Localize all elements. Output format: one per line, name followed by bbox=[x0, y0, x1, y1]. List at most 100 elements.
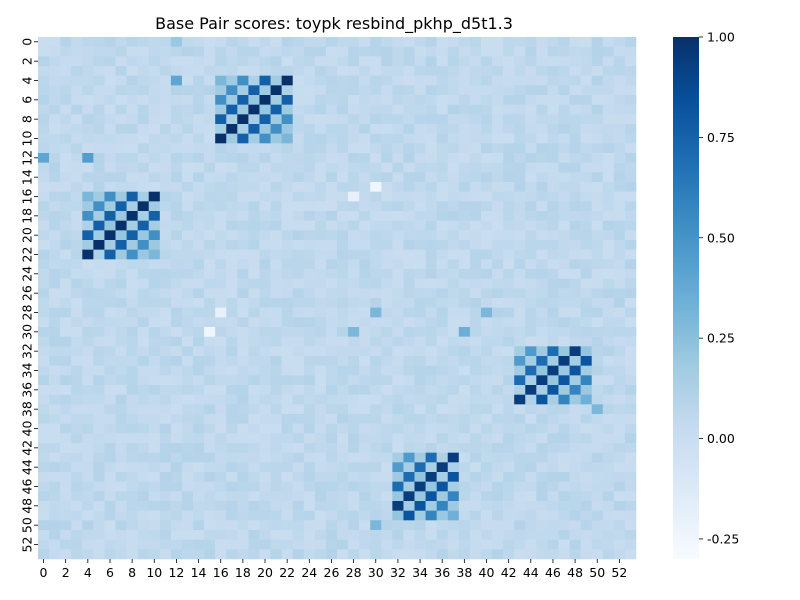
heatmap-cell bbox=[580, 172, 592, 183]
heatmap-cell bbox=[348, 230, 360, 241]
y-tick-label: 34 bbox=[20, 363, 35, 379]
heatmap-cell bbox=[270, 336, 282, 347]
heatmap-cell bbox=[514, 356, 526, 366]
heatmap-cell bbox=[159, 472, 172, 482]
heatmap-cell bbox=[580, 249, 592, 260]
heatmap-cell bbox=[303, 182, 316, 192]
heatmap-cell bbox=[536, 269, 548, 279]
heatmap-cell bbox=[259, 56, 271, 67]
heatmap-cell bbox=[480, 37, 493, 47]
heatmap-cell bbox=[480, 307, 493, 318]
heatmap-cell bbox=[226, 182, 238, 192]
heatmap-cell bbox=[503, 336, 515, 347]
heatmap-cell bbox=[292, 385, 305, 395]
heatmap-cell bbox=[492, 452, 504, 463]
heatmap-cell bbox=[93, 327, 105, 337]
heatmap-cell bbox=[104, 491, 116, 502]
heatmap-cell bbox=[137, 143, 150, 154]
heatmap-cell bbox=[226, 356, 238, 366]
heatmap-cell bbox=[226, 153, 238, 163]
heatmap-cell bbox=[624, 491, 637, 502]
heatmap-cell bbox=[403, 220, 415, 231]
heatmap-cell bbox=[469, 240, 482, 250]
heatmap-cell bbox=[170, 356, 183, 366]
heatmap-cell bbox=[359, 95, 371, 105]
heatmap-cell bbox=[126, 404, 138, 415]
heatmap-cell bbox=[292, 191, 305, 202]
heatmap-cell bbox=[281, 133, 293, 144]
heatmap-cell bbox=[38, 278, 50, 289]
heatmap-cell bbox=[591, 191, 604, 202]
heatmap-cell bbox=[38, 462, 50, 473]
heatmap-cell bbox=[480, 356, 493, 366]
heatmap-cell bbox=[248, 220, 260, 231]
heatmap-cell bbox=[148, 317, 161, 328]
heatmap-cell bbox=[492, 85, 504, 96]
heatmap-cell bbox=[514, 443, 526, 453]
heatmap-cell bbox=[613, 133, 626, 144]
heatmap-cell bbox=[591, 75, 604, 86]
heatmap-cell bbox=[71, 259, 83, 270]
heatmap-cell bbox=[613, 269, 626, 279]
heatmap-cell bbox=[314, 336, 327, 347]
heatmap-cell bbox=[292, 346, 305, 357]
heatmap-cell bbox=[359, 481, 371, 492]
heatmap-cell bbox=[82, 288, 94, 299]
heatmap-cell bbox=[436, 172, 449, 183]
heatmap-cell bbox=[425, 443, 437, 453]
heatmap-cell bbox=[71, 317, 83, 328]
heatmap-cell bbox=[281, 539, 293, 550]
heatmap-cell bbox=[492, 220, 504, 231]
heatmap-cell bbox=[170, 172, 183, 183]
heatmap-cell bbox=[193, 211, 205, 221]
heatmap-cell bbox=[215, 124, 227, 134]
heatmap-cell bbox=[237, 423, 249, 434]
heatmap-cell bbox=[348, 201, 360, 212]
heatmap-cell bbox=[458, 288, 471, 299]
heatmap-cell bbox=[480, 278, 493, 289]
heatmap-cell bbox=[591, 520, 604, 531]
heatmap-cell bbox=[193, 249, 205, 260]
heatmap-cell bbox=[414, 472, 426, 482]
heatmap-cell bbox=[270, 307, 282, 318]
heatmap-cell bbox=[148, 269, 161, 279]
heatmap-cell bbox=[237, 46, 249, 57]
heatmap-cell bbox=[115, 520, 127, 531]
heatmap-cell bbox=[248, 46, 260, 57]
heatmap-cell bbox=[591, 385, 604, 395]
heatmap-cell bbox=[38, 153, 50, 163]
heatmap-cell bbox=[170, 472, 183, 482]
heatmap-cell bbox=[93, 104, 105, 115]
heatmap-cell bbox=[204, 472, 216, 482]
heatmap-cell bbox=[226, 143, 238, 154]
heatmap-cell bbox=[447, 346, 460, 357]
heatmap-cell bbox=[215, 162, 227, 173]
heatmap-cell bbox=[613, 356, 626, 366]
heatmap-cell bbox=[215, 375, 227, 386]
heatmap-cell bbox=[60, 317, 72, 328]
heatmap-cell bbox=[392, 153, 404, 163]
heatmap-cell bbox=[458, 443, 471, 453]
heatmap-cell bbox=[624, 66, 637, 76]
heatmap-cell bbox=[93, 307, 105, 318]
heatmap-cell bbox=[193, 66, 205, 76]
heatmap-cell bbox=[226, 133, 238, 144]
heatmap-cell bbox=[569, 317, 581, 328]
heatmap-cell bbox=[159, 269, 172, 279]
heatmap-cell bbox=[38, 539, 50, 550]
heatmap-cell bbox=[204, 124, 216, 134]
heatmap-cell bbox=[49, 288, 61, 299]
heatmap-cell bbox=[613, 365, 626, 376]
heatmap-cell bbox=[348, 375, 360, 386]
x-tick-label: 10 bbox=[146, 565, 162, 580]
heatmap-cell bbox=[148, 443, 161, 453]
heatmap-cell bbox=[170, 114, 183, 125]
heatmap-cell bbox=[170, 414, 183, 424]
heatmap-cell bbox=[325, 114, 338, 125]
heatmap-cell bbox=[525, 230, 537, 241]
heatmap-cell bbox=[480, 327, 493, 337]
heatmap-cell bbox=[569, 452, 581, 463]
heatmap-cell bbox=[126, 162, 138, 173]
heatmap-cell bbox=[536, 346, 548, 357]
heatmap-cell bbox=[259, 365, 271, 376]
